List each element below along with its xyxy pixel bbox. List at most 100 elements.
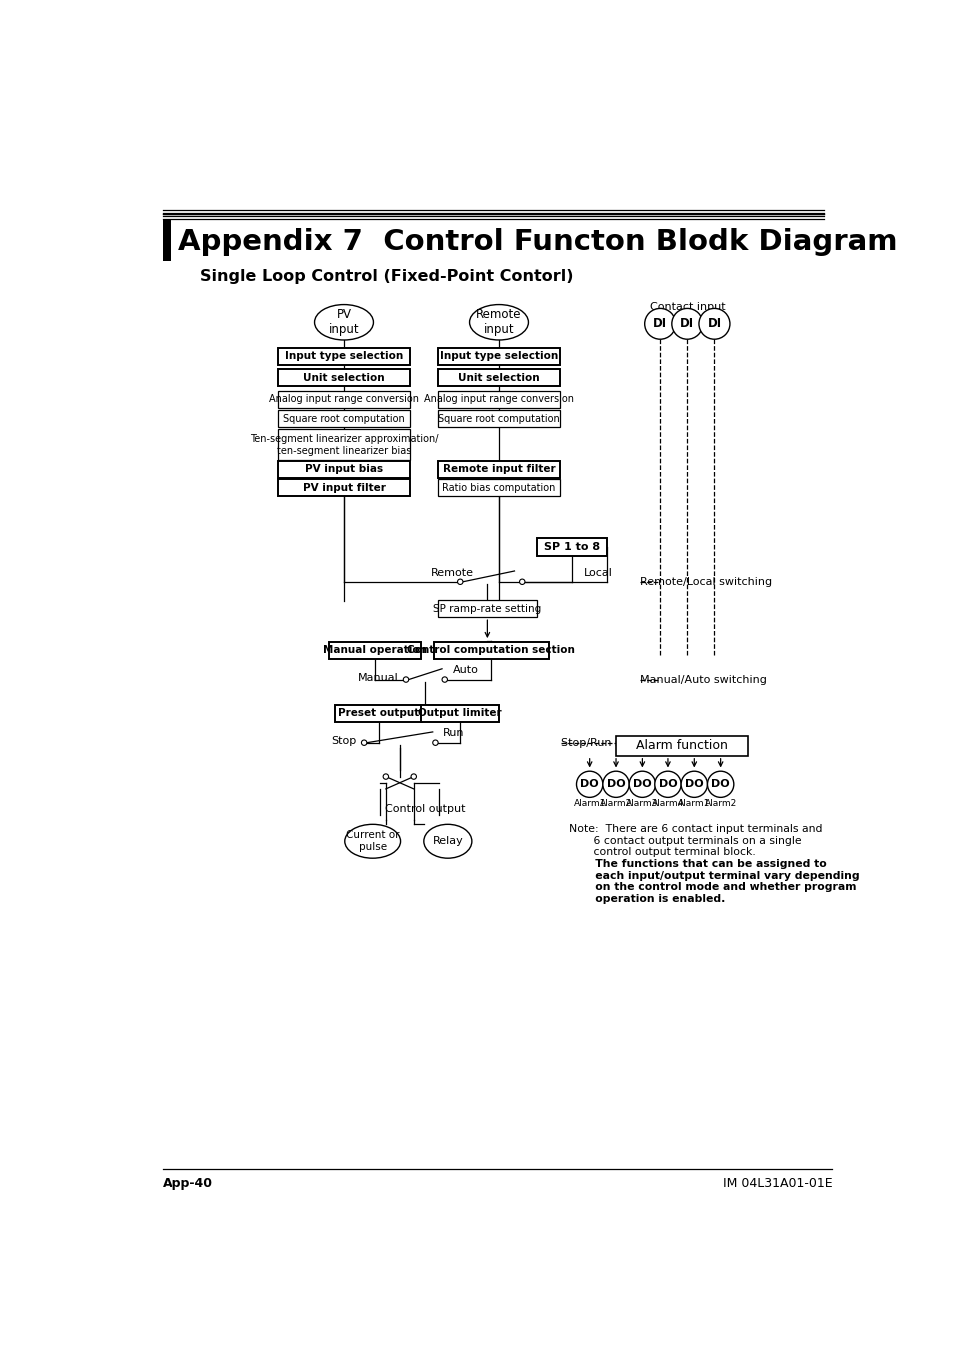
Ellipse shape	[469, 304, 528, 340]
Text: Alarm1: Alarm1	[678, 798, 710, 808]
Text: Ratio bias computation: Ratio bias computation	[442, 482, 555, 493]
Text: PV
input: PV input	[329, 308, 359, 336]
Bar	[278, 461, 410, 478]
Circle shape	[433, 740, 437, 746]
Text: Run: Run	[443, 728, 464, 739]
Text: IM 04L31A01-01E: IM 04L31A01-01E	[721, 1177, 831, 1190]
Circle shape	[680, 771, 707, 797]
Circle shape	[707, 771, 733, 797]
Text: operation is enabled.: operation is enabled.	[568, 893, 724, 904]
Bar	[437, 461, 559, 478]
Text: Control computation section: Control computation section	[407, 646, 575, 655]
Bar	[434, 642, 548, 659]
Text: Contact input: Contact input	[649, 301, 724, 312]
Text: Auto: Auto	[452, 665, 477, 676]
Text: Local: Local	[583, 567, 613, 577]
Bar	[335, 705, 422, 721]
Bar	[437, 480, 559, 496]
Text: The functions that can be assigned to: The functions that can be assigned to	[568, 859, 825, 869]
Bar	[437, 369, 559, 386]
Text: Input type selection: Input type selection	[285, 351, 403, 361]
Text: DO: DO	[658, 780, 677, 789]
Circle shape	[361, 740, 367, 746]
Circle shape	[671, 308, 702, 339]
Circle shape	[644, 308, 675, 339]
Text: DO: DO	[711, 780, 729, 789]
Text: Analog input range conversion: Analog input range conversion	[269, 394, 418, 404]
Text: DI: DI	[706, 317, 720, 331]
Text: Alarm function: Alarm function	[636, 739, 727, 753]
Circle shape	[403, 677, 408, 682]
Text: PV input filter: PV input filter	[302, 482, 385, 493]
Bar	[437, 347, 559, 365]
Circle shape	[441, 677, 447, 682]
Text: Control output: Control output	[385, 804, 465, 813]
Text: Manual operation: Manual operation	[323, 646, 427, 655]
Text: Relay: Relay	[432, 836, 463, 846]
Circle shape	[383, 774, 388, 780]
Ellipse shape	[344, 824, 400, 858]
Text: Single Loop Control (Fixed-Point Contorl): Single Loop Control (Fixed-Point Contorl…	[199, 269, 573, 284]
Bar	[278, 411, 410, 427]
Bar	[537, 538, 606, 557]
Text: Remote
input: Remote input	[476, 308, 521, 336]
Text: SP ramp-rate setting: SP ramp-rate setting	[433, 604, 541, 613]
Text: Ten-segment linearizer approximation/
ten-segment linearizer bias: Ten-segment linearizer approximation/ te…	[250, 434, 437, 455]
Text: Square root computation: Square root computation	[283, 413, 404, 423]
Text: DO: DO	[684, 780, 703, 789]
Circle shape	[629, 771, 655, 797]
Text: PV input bias: PV input bias	[305, 465, 383, 474]
Circle shape	[654, 771, 680, 797]
Bar	[278, 347, 410, 365]
Bar	[278, 369, 410, 386]
Text: Stop: Stop	[331, 736, 356, 746]
Text: Square root computation: Square root computation	[437, 413, 559, 423]
Bar	[278, 430, 410, 461]
Text: Stop/Run switching: Stop/Run switching	[560, 738, 667, 747]
Text: Alarm1: Alarm1	[573, 798, 605, 808]
Text: Appendix 7  Control Functon Blodk Diagram: Appendix 7 Control Functon Blodk Diagram	[178, 228, 897, 257]
Circle shape	[576, 771, 602, 797]
Text: Alarm4: Alarm4	[651, 798, 683, 808]
Text: control output terminal block.: control output terminal block.	[568, 847, 755, 858]
Text: App-40: App-40	[163, 1177, 213, 1190]
Text: Remote input filter: Remote input filter	[442, 465, 555, 474]
Text: DO: DO	[579, 780, 598, 789]
Text: Current or
pulse: Current or pulse	[346, 831, 399, 852]
Text: Manual: Manual	[357, 673, 397, 684]
Ellipse shape	[314, 304, 373, 340]
Bar	[329, 642, 420, 659]
Text: each input/output terminal vary depending: each input/output terminal vary dependin…	[568, 870, 859, 881]
Text: Preset output: Preset output	[338, 708, 419, 719]
Text: on the control mode and whether program: on the control mode and whether program	[568, 882, 856, 892]
Bar	[278, 480, 410, 496]
Text: Input type selection: Input type selection	[439, 351, 558, 361]
Circle shape	[457, 580, 462, 585]
Bar	[616, 736, 747, 755]
Text: Note:  There are 6 contact input terminals and: Note: There are 6 contact input terminal…	[568, 824, 821, 835]
Bar	[278, 390, 410, 408]
Bar	[421, 705, 498, 721]
Bar	[163, 219, 171, 257]
Text: SP 1 to 8: SP 1 to 8	[543, 542, 599, 553]
Text: Analog input range conversion: Analog input range conversion	[423, 394, 574, 404]
Text: Alarm2: Alarm2	[703, 798, 736, 808]
Text: Manual/Auto switching: Manual/Auto switching	[639, 674, 766, 685]
Bar	[437, 411, 559, 427]
Circle shape	[699, 308, 729, 339]
Text: DO: DO	[633, 780, 651, 789]
Text: Alarm3: Alarm3	[625, 798, 658, 808]
Text: DI: DI	[679, 317, 694, 331]
Text: 6 contact output terminals on a single: 6 contact output terminals on a single	[568, 836, 801, 846]
Text: Remote/Local switching: Remote/Local switching	[639, 577, 771, 586]
Text: DO: DO	[606, 780, 624, 789]
Circle shape	[519, 580, 524, 585]
Text: Unit selection: Unit selection	[303, 373, 384, 382]
Text: Unit selection: Unit selection	[457, 373, 539, 382]
Bar	[437, 390, 559, 408]
Bar	[163, 224, 171, 261]
Circle shape	[411, 774, 416, 780]
Bar	[437, 600, 537, 617]
Text: Output limiter: Output limiter	[418, 708, 501, 719]
Text: DI: DI	[653, 317, 666, 331]
